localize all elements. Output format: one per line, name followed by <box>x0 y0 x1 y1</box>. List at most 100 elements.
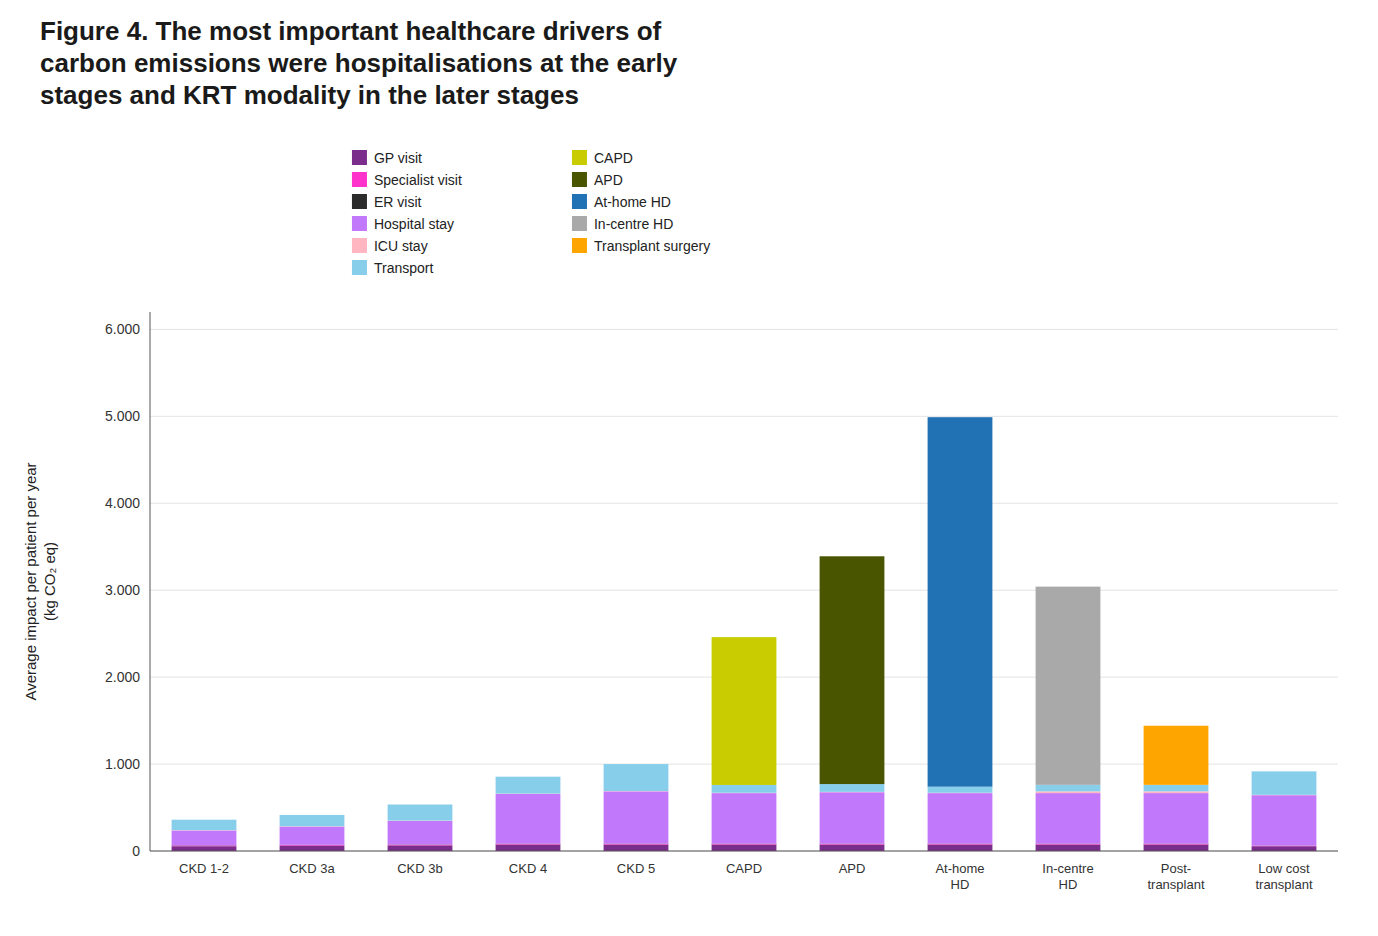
bar-segment <box>388 821 453 844</box>
bar-segment <box>928 417 993 418</box>
legend-swatch <box>352 238 367 253</box>
bar-segment <box>712 843 777 845</box>
x-axis <box>150 851 1338 852</box>
bar-segment <box>496 794 561 844</box>
legend-swatch <box>352 172 367 187</box>
bar-segment <box>1252 846 1317 851</box>
bar-segment <box>388 804 453 805</box>
bar-segment <box>388 804 453 805</box>
bar-segment <box>388 804 453 805</box>
bar-segment <box>1144 843 1209 845</box>
legend-label: In-centre HD <box>594 216 673 232</box>
x-tick-label: CKD 4 <box>509 861 547 876</box>
y-axis-label: Average impact per patient per year(kg C… <box>22 462 58 700</box>
legend-label: Transplant surgery <box>594 238 710 254</box>
y-tick-label: 6.000 <box>105 321 140 337</box>
bar-segment <box>928 793 993 843</box>
bar-segment <box>712 637 777 638</box>
bar-segment <box>928 843 993 845</box>
bar-segment <box>1036 844 1101 851</box>
y-tick-label: 0 <box>132 843 140 859</box>
bar-segment <box>172 819 237 820</box>
bar-segment <box>1144 726 1209 785</box>
bar-segment <box>388 804 453 805</box>
bar-segment <box>820 556 885 557</box>
bar-segment <box>712 637 777 638</box>
bar-segment <box>172 819 237 820</box>
bar-segment <box>172 819 237 820</box>
bar-segment <box>1036 791 1101 793</box>
x-tick-label: At-homeHD <box>935 861 984 892</box>
bar-segment <box>712 785 777 793</box>
legend-label: Hospital stay <box>374 216 454 232</box>
bar-segment <box>928 417 993 786</box>
bar-segment <box>820 556 885 557</box>
bar-segment <box>280 814 345 815</box>
bar-segment <box>820 843 885 845</box>
bar-segment <box>172 845 237 847</box>
x-tick-label: Low costtransplant <box>1255 861 1312 892</box>
bar-segment <box>280 846 345 851</box>
x-ticks: CKD 1-2CKD 3aCKD 3bCKD 4CKD 5CAPDAPDAt-h… <box>179 861 1313 892</box>
bar-segment <box>496 844 561 851</box>
legend-label: Specialist visit <box>374 172 462 188</box>
bar-segment <box>604 844 669 851</box>
bar-segment <box>928 417 993 418</box>
bar-segment <box>388 845 453 851</box>
bar-segment <box>280 814 345 815</box>
legend: GP visitSpecialist visitER visitHospital… <box>352 150 710 276</box>
bar-segment <box>1252 771 1317 772</box>
bar-segment <box>604 791 669 843</box>
bar-segment <box>496 776 561 777</box>
legend-swatch <box>572 150 587 165</box>
legend-swatch <box>572 194 587 209</box>
bar-segment <box>280 814 345 815</box>
bar-segment <box>280 827 345 845</box>
bar-segment <box>280 815 345 826</box>
bar-segment <box>604 764 669 765</box>
y-ticks: 01.0002.0003.0004.0005.0006.000 <box>105 321 140 859</box>
bar-segment <box>604 764 669 765</box>
bar-segment <box>496 777 561 794</box>
grid <box>150 329 1338 851</box>
bar-segment <box>1036 843 1101 845</box>
bar-segment <box>712 637 777 638</box>
bar-segment <box>1036 793 1101 843</box>
bar-segment <box>604 843 669 845</box>
x-tick-label: CKD 5 <box>617 861 655 876</box>
bar-segment <box>820 792 885 843</box>
legend-swatch <box>572 216 587 231</box>
bar-segment <box>1036 586 1101 587</box>
bar-segment <box>1252 771 1317 772</box>
bar-segment <box>1252 795 1317 845</box>
x-tick-label: CKD 3b <box>397 861 443 876</box>
bar-segment <box>172 819 237 820</box>
bar-segment <box>712 637 777 638</box>
bar-segment <box>496 776 561 777</box>
x-tick-label: Post-transplant <box>1147 861 1204 892</box>
bar-segment <box>604 764 669 765</box>
bar-segment <box>280 845 345 847</box>
bar-segment <box>820 556 885 784</box>
x-tick-label: In-centreHD <box>1042 861 1093 892</box>
y-axis <box>150 312 151 851</box>
legend-swatch <box>352 216 367 231</box>
bar-segment <box>1036 587 1101 785</box>
bar-segment <box>1252 771 1317 772</box>
bar-segment <box>604 764 669 765</box>
grid-line <box>150 851 1338 852</box>
legend-swatch <box>352 150 367 165</box>
y-tick-label: 4.000 <box>105 495 140 511</box>
x-tick-label: CKD 3a <box>289 861 335 876</box>
bar-segment <box>388 844 453 846</box>
grid-line <box>150 329 1338 330</box>
chart: Figure 4. The most important healthcare … <box>0 0 1378 936</box>
title: Figure 4. The most important healthcare … <box>40 16 678 110</box>
bar-segment <box>1252 771 1317 772</box>
x-tick-label: CAPD <box>726 861 762 876</box>
bar-segment <box>820 844 885 851</box>
bar-segment <box>712 793 777 843</box>
y-tick-label: 1.000 <box>105 756 140 772</box>
bar-segment <box>820 556 885 557</box>
legend-label: ER visit <box>374 194 422 210</box>
